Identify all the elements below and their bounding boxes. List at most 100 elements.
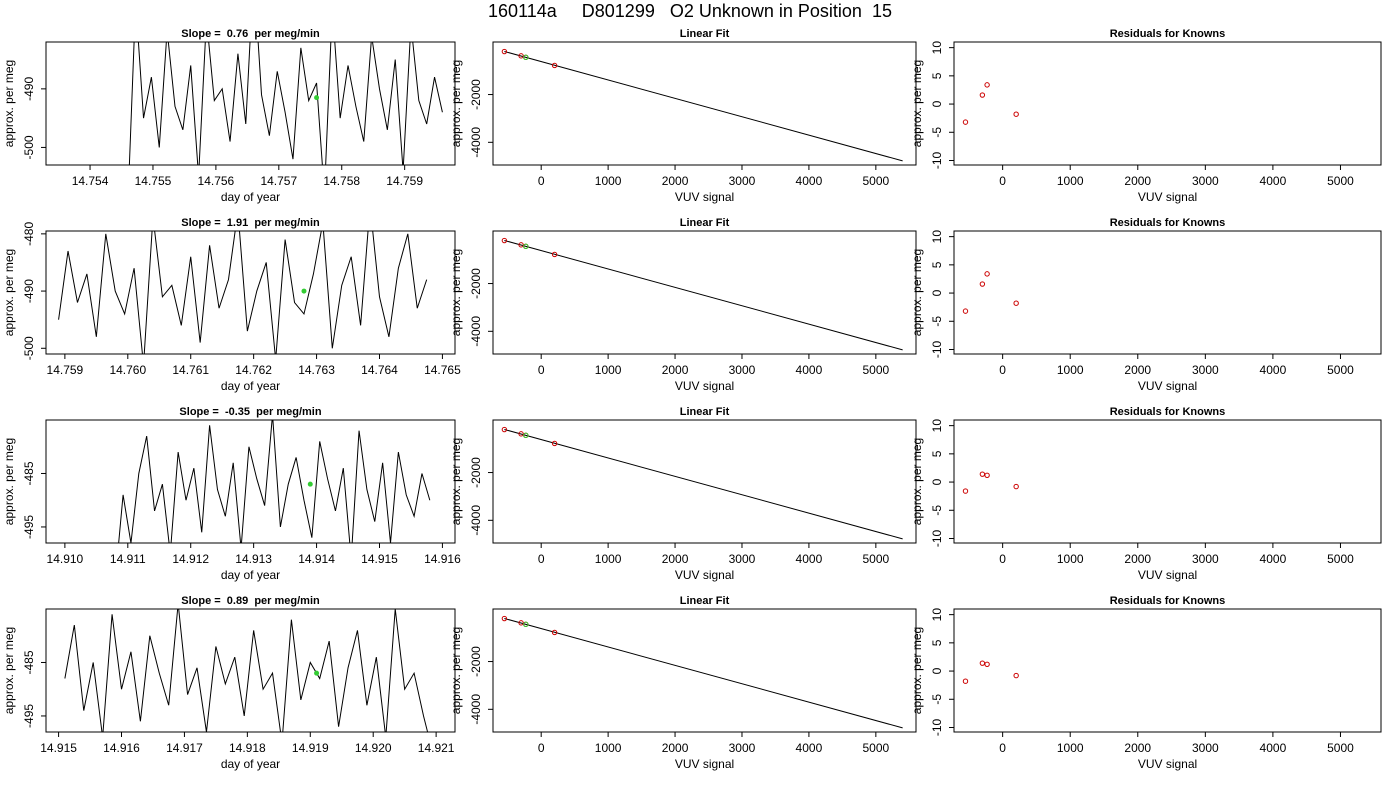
- panel: Linear Fit VUV signal approx. per meg 0 1000…: [449, 28, 917, 204]
- x-tick-label: 14.763: [298, 363, 335, 377]
- x-axis-label: VUV signal: [1138, 568, 1197, 582]
- x-tick-label: 2000: [662, 552, 689, 566]
- x-axis-label: VUV signal: [1138, 190, 1197, 204]
- y-tick-label: -5: [930, 694, 944, 705]
- x-tick-label: 14.761: [172, 363, 209, 377]
- point: [984, 661, 990, 667]
- y-tick-label: -495: [22, 704, 36, 728]
- x-tick-label: 5000: [862, 174, 889, 188]
- panel-title: Residuals for Knowns: [1110, 217, 1226, 229]
- point: [962, 488, 969, 494]
- x-axis-label: VUV signal: [675, 757, 734, 771]
- y-tick-label: 5: [930, 261, 944, 268]
- x-tick-label: 1000: [1057, 363, 1084, 377]
- plot-area: [128, 42, 443, 165]
- panel: Slope = -0.35 per meg/min day of year appr…: [2, 406, 461, 582]
- plot-frame: [953, 41, 1382, 166]
- x-tick-label: 14.920: [355, 741, 392, 755]
- data-line: [128, 42, 443, 165]
- x-tick-label: 14.754: [72, 174, 109, 188]
- y-tick-label: -2000: [469, 268, 483, 299]
- point: [518, 53, 524, 59]
- x-tick-label: 14.756: [198, 174, 235, 188]
- y-tick-label: -2000: [469, 646, 483, 677]
- x-axis-label: VUV signal: [1138, 757, 1197, 771]
- fit-line: [504, 50, 903, 162]
- x-tick-label: 14.912: [172, 552, 209, 566]
- y-tick-label: 10: [930, 419, 944, 433]
- y-tick-label: -10: [930, 718, 944, 736]
- y-axis-label: approx. per meg: [910, 60, 924, 147]
- point: [962, 308, 969, 314]
- point: [979, 92, 986, 98]
- panel-title: Linear Fit: [680, 28, 730, 40]
- y-tick-label: -4000: [469, 505, 483, 536]
- y-tick-label: -500: [22, 135, 36, 159]
- point: [551, 440, 558, 447]
- point: [984, 271, 990, 277]
- y-tick-label: -485: [22, 650, 36, 674]
- point: [518, 620, 524, 626]
- x-tick-label: 14.914: [298, 552, 335, 566]
- x-tick-label: 3000: [729, 363, 756, 377]
- point: [501, 615, 508, 622]
- plot-frame: [953, 419, 1382, 544]
- point: [523, 432, 529, 438]
- x-tick-label: 0: [999, 741, 1006, 755]
- panel: Linear Fit VUV signal approx. per meg 0 1000…: [449, 217, 917, 393]
- point: [1013, 111, 1019, 117]
- y-axis-label: approx. per meg: [910, 249, 924, 336]
- y-axis-label: approx. per meg: [449, 438, 463, 525]
- x-tick-label: 14.918: [229, 741, 266, 755]
- x-tick-label: 1000: [595, 552, 622, 566]
- y-tick-label: 0: [930, 478, 944, 485]
- panel-title: Slope = 0.76 per meg/min: [181, 28, 320, 40]
- x-tick-label: 4000: [796, 363, 823, 377]
- y-tick-label: -490: [22, 279, 36, 303]
- x-tick-label: 3000: [1192, 741, 1219, 755]
- plot-area: [501, 237, 903, 351]
- x-tick-label: 3000: [729, 741, 756, 755]
- y-tick-label: -480: [22, 222, 36, 246]
- x-tick-label: 0: [538, 363, 545, 377]
- x-tick-label: 14.757: [260, 174, 297, 188]
- y-tick-label: 0: [930, 100, 944, 107]
- point: [1013, 300, 1019, 306]
- y-tick-label: -5: [930, 316, 944, 327]
- x-tick-label: 5000: [1327, 741, 1354, 755]
- x-tick-label: 2000: [1124, 174, 1151, 188]
- plot-frame: [953, 608, 1382, 733]
- y-tick-label: -10: [930, 340, 944, 358]
- x-tick-label: 14.910: [47, 552, 84, 566]
- point: [1013, 672, 1019, 679]
- y-tick-label: -500: [22, 336, 36, 360]
- x-axis-label: day of year: [221, 757, 280, 771]
- panel-title: Slope = 1.91 per meg/min: [181, 217, 320, 229]
- panel-title: Residuals for Knowns: [1110, 406, 1226, 418]
- plot-frame: [492, 41, 917, 166]
- x-axis-label: day of year: [221, 379, 280, 393]
- plot-frame: [45, 608, 456, 733]
- x-tick-label: 14.759: [47, 363, 84, 377]
- data-line: [118, 420, 431, 543]
- y-tick-label: 0: [930, 289, 944, 296]
- data-line: [64, 609, 429, 732]
- x-tick-label: 4000: [796, 552, 823, 566]
- x-tick-label: 2000: [1124, 741, 1151, 755]
- x-tick-label: 14.921: [418, 741, 455, 755]
- x-tick-label: 14.758: [323, 174, 360, 188]
- plot-frame: [45, 419, 456, 544]
- x-tick-label: 4000: [796, 174, 823, 188]
- panel-title: Residuals for Knowns: [1110, 595, 1226, 607]
- y-axis-label: approx. per meg: [910, 438, 924, 525]
- plot-area: [118, 420, 431, 543]
- x-tick-label: 2000: [662, 741, 689, 755]
- fit-line: [504, 428, 903, 540]
- panel-title: Linear Fit: [680, 217, 730, 229]
- x-tick-label: 14.764: [361, 363, 398, 377]
- x-tick-label: 5000: [862, 363, 889, 377]
- plot-area: [962, 271, 1019, 314]
- panel: Residuals for Knowns VUV signal approx. pe…: [910, 28, 1382, 204]
- panel-title: Slope = 0.89 per meg/min: [181, 595, 320, 607]
